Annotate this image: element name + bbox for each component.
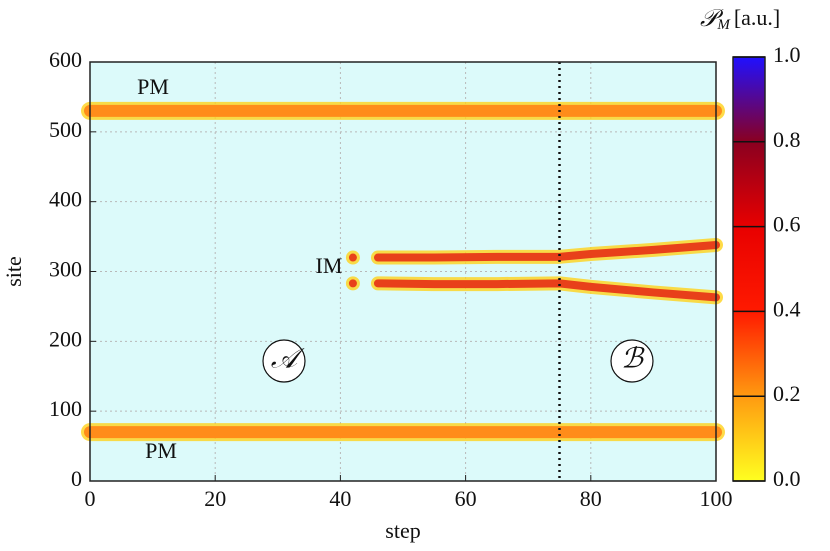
track <box>348 240 720 262</box>
annotation: ℬ <box>621 343 645 374</box>
y-tick-label: 300 <box>49 257 82 282</box>
plot-background <box>90 62 716 481</box>
annotation-circle <box>262 339 306 383</box>
annotation-circle <box>610 339 654 383</box>
colorbar-title-part: [a.u.] <box>734 5 780 30</box>
x-tick-label: 0 <box>85 486 96 511</box>
x-axis-label: step <box>385 518 420 543</box>
x-tick-label: 80 <box>580 486 602 511</box>
x-tick-label: 20 <box>204 486 226 511</box>
y-tick-label: 100 <box>49 396 82 421</box>
x-tick-label: 60 <box>455 486 477 511</box>
colorbar <box>732 56 766 482</box>
colorbar-tick-label: 0.6 <box>773 212 801 237</box>
colorbar-tick-label: 0.8 <box>773 127 801 152</box>
y-tick-label: 600 <box>49 47 82 72</box>
x-tick-label: 40 <box>329 486 351 511</box>
y-tick-label: 500 <box>49 117 82 142</box>
plot-frame <box>89 61 717 482</box>
annotation: PM <box>145 438 177 463</box>
y-tick-label: 0 <box>71 466 82 491</box>
annotation: IM <box>316 253 343 278</box>
colorbar-tick-label: 0.2 <box>773 381 801 406</box>
y-tick-label: 200 <box>49 326 82 351</box>
colorbar-title: 𝒫M [a.u.] <box>700 5 780 33</box>
colorbar-tick-label: 1.0 <box>773 42 801 67</box>
colorbar-title-part: M <box>716 17 731 33</box>
colorbar-tick-label: 0.0 <box>773 466 801 491</box>
colorbar-tick-label: 0.4 <box>773 296 801 321</box>
x-tick-label: 100 <box>700 486 733 511</box>
y-tick-label: 400 <box>49 187 82 212</box>
annotation: PM <box>137 74 169 99</box>
track <box>348 279 720 302</box>
y-axis-label: site <box>1 256 26 287</box>
